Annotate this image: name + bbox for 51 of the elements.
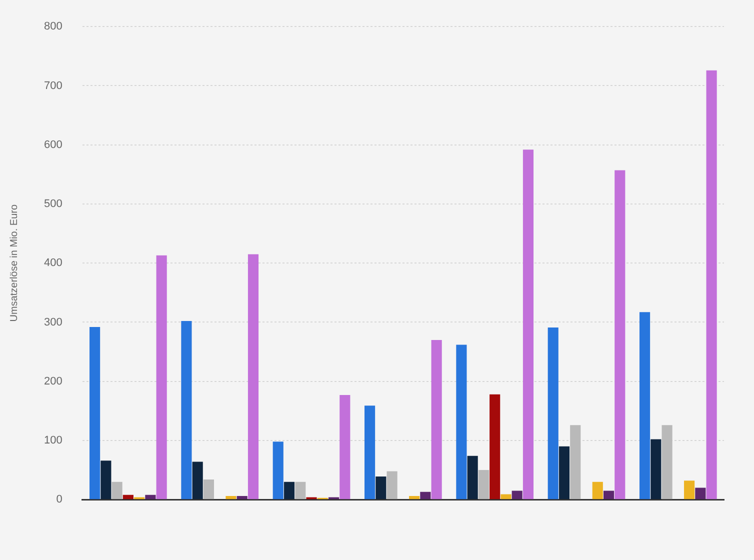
y-tick-label: 400 bbox=[44, 257, 62, 270]
bar bbox=[90, 326, 100, 500]
bar bbox=[456, 344, 467, 500]
y-tick-label: 0 bbox=[56, 494, 62, 506]
bar bbox=[650, 439, 662, 500]
bar bbox=[100, 460, 112, 500]
bar bbox=[548, 328, 558, 500]
bar bbox=[684, 480, 695, 500]
bar bbox=[409, 496, 420, 500]
y-tick-label: 800 bbox=[44, 20, 62, 33]
bar bbox=[639, 312, 650, 500]
y-tick-label: 700 bbox=[44, 80, 62, 92]
bar bbox=[122, 494, 134, 500]
bar bbox=[364, 406, 376, 500]
bar bbox=[284, 482, 295, 500]
bar bbox=[522, 150, 534, 500]
bar bbox=[558, 446, 570, 500]
bar bbox=[467, 456, 478, 500]
bar bbox=[500, 494, 512, 500]
bar bbox=[112, 482, 122, 500]
y-tick-label: 500 bbox=[44, 198, 62, 210]
bar bbox=[706, 70, 717, 500]
y-tick-label: 100 bbox=[44, 434, 62, 447]
bar bbox=[695, 488, 706, 500]
bar bbox=[156, 255, 167, 500]
y-tick-label: 300 bbox=[44, 316, 62, 328]
bar bbox=[248, 254, 259, 500]
y-axis-title: Umsatzerlöse in Mio. Euro bbox=[8, 204, 20, 322]
bar bbox=[592, 482, 603, 500]
y-tick-label: 200 bbox=[44, 375, 62, 388]
bar bbox=[272, 442, 284, 500]
bar bbox=[478, 470, 489, 500]
bar bbox=[603, 490, 614, 500]
bar bbox=[614, 170, 626, 500]
bar bbox=[236, 496, 248, 500]
bar bbox=[512, 490, 522, 500]
bar bbox=[376, 476, 386, 500]
bar bbox=[570, 425, 581, 500]
bar bbox=[662, 425, 672, 500]
bar bbox=[295, 482, 306, 500]
bar bbox=[226, 496, 236, 500]
bar bbox=[192, 462, 203, 500]
bar bbox=[386, 471, 398, 500]
bar bbox=[203, 480, 214, 500]
bar bbox=[431, 340, 442, 500]
bar bbox=[181, 321, 192, 500]
bar bbox=[145, 494, 156, 500]
bar bbox=[420, 492, 431, 500]
bar bbox=[340, 394, 350, 500]
y-tick-label: 600 bbox=[44, 138, 62, 151]
bar bbox=[490, 394, 500, 500]
